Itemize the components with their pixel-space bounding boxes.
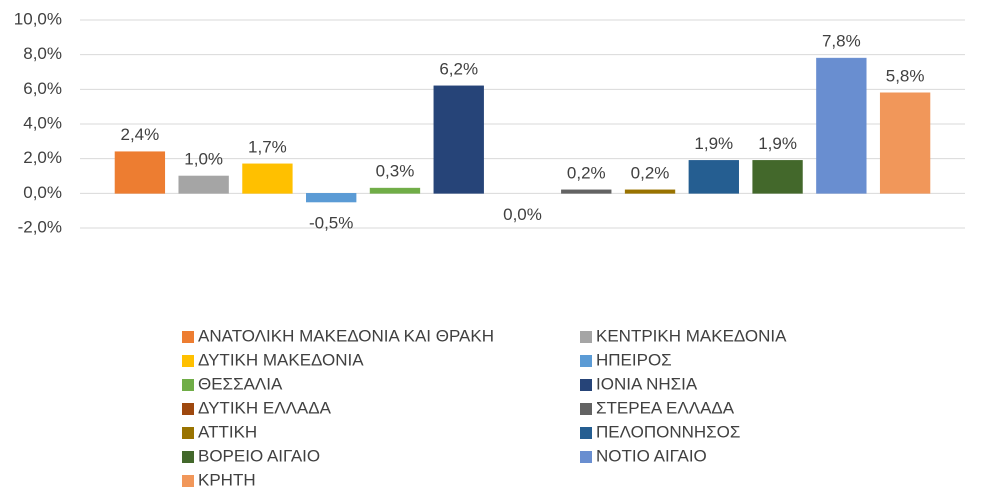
bar <box>178 175 229 194</box>
bar <box>816 57 867 194</box>
legend-swatch <box>580 451 592 463</box>
value-label: 5,8% <box>886 66 925 85</box>
legend-label: ΣΤΕΡΕΑ ΕΛΛΑΔΑ <box>596 398 735 417</box>
legend-label: ΘΕΣΣΑΛΙΑ <box>198 374 283 393</box>
bar <box>624 189 676 194</box>
value-label: 0,2% <box>631 163 670 182</box>
value-label: 0,3% <box>376 162 415 181</box>
bar <box>306 193 357 203</box>
value-label: 1,9% <box>694 134 733 153</box>
legend-swatch <box>580 427 592 439</box>
legend-label: ΝΟΤΙΟ ΑΙΓΑΙΟ <box>596 446 707 465</box>
legend-swatch <box>580 379 592 391</box>
legend-label: ΚΕΝΤΡΙΚΗ ΜΑΚΕΔΟΝΙΑ <box>596 326 787 345</box>
legend-swatch <box>580 355 592 367</box>
bar <box>688 160 739 194</box>
y-tick-label: 0,0% <box>23 183 62 202</box>
legend-swatch <box>182 331 194 343</box>
legend-swatch <box>580 403 592 415</box>
legend-label: ΚΡΗΤΗ <box>198 470 256 489</box>
legend-label: ΑΤΤΙΚΗ <box>198 422 257 441</box>
value-label: 0,2% <box>567 163 606 182</box>
legend-swatch <box>182 451 194 463</box>
legend-swatch <box>182 379 194 391</box>
value-label: 1,7% <box>248 137 287 156</box>
legend-label: ΔΥΤΙΚΗ ΜΑΚΕΔΟΝΙΑ <box>198 350 364 369</box>
legend-swatch <box>580 331 592 343</box>
legend-label: ΗΠΕΙΡΟΣ <box>596 350 672 369</box>
value-label: 1,0% <box>184 149 223 168</box>
y-tick-label: 6,0% <box>23 79 62 98</box>
bar <box>561 189 612 194</box>
legend-label: ΑΝΑΤΟΛΙΚΗ ΜΑΚΕΔΟΝΙΑ ΚΑΙ ΘΡΑΚΗ <box>198 326 494 345</box>
legend-swatch <box>182 427 194 439</box>
value-label: 7,8% <box>822 32 861 51</box>
bar <box>879 92 931 194</box>
bar <box>369 187 421 194</box>
y-tick-label: 10,0% <box>14 9 62 28</box>
value-label: 0,0% <box>503 205 542 224</box>
legend-swatch <box>182 355 194 367</box>
value-label: 6,2% <box>439 59 478 78</box>
y-tick-label: 8,0% <box>23 44 62 63</box>
legend-swatch <box>182 403 194 415</box>
y-tick-label: -2,0% <box>18 217 62 236</box>
bar <box>752 160 803 194</box>
value-label: 2,4% <box>121 125 160 144</box>
value-label: -0,5% <box>309 213 353 232</box>
bar <box>242 163 293 194</box>
legend-label: ΠΕΛΟΠΟΝΝΗΣΟΣ <box>596 422 740 441</box>
legend-swatch <box>182 475 194 487</box>
legend-label: ΙΟΝΙΑ ΝΗΣΙΑ <box>596 374 698 393</box>
legend-label: ΒΟΡΕΙΟ ΑΙΓΑΙΟ <box>198 446 320 465</box>
legend-label: ΔΥΤΙΚΗ ΕΛΛΑΔΑ <box>198 398 332 417</box>
bar <box>114 151 166 194</box>
value-label: 1,9% <box>758 134 797 153</box>
bar <box>433 85 484 194</box>
y-tick-label: 4,0% <box>23 113 62 132</box>
y-tick-label: 2,0% <box>23 148 62 167</box>
